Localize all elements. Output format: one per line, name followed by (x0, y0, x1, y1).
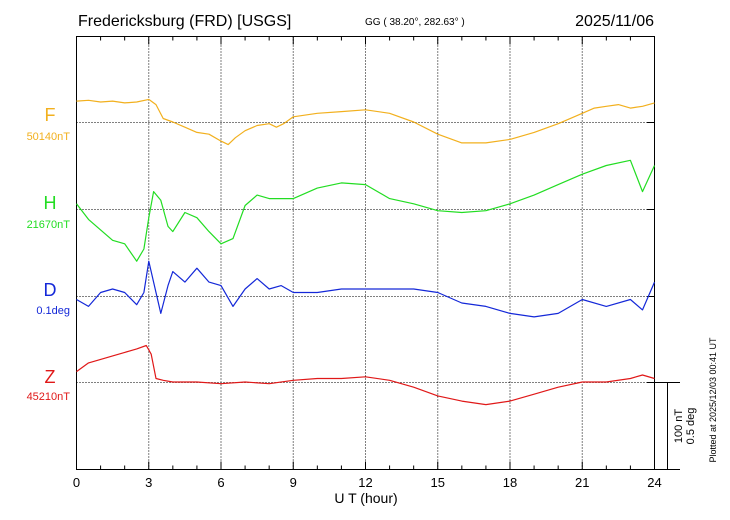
component-label-z: Z (45, 367, 56, 387)
scale-nt-label: 100 nT (673, 409, 685, 444)
axis-ticks (76, 36, 655, 470)
scale-bar: 100 nT 0.5 deg (655, 382, 697, 470)
trace-z (76, 344, 655, 406)
trace-d (76, 260, 656, 318)
plotted-timestamp: Plotted at 2025/12/03 00:41 UT (708, 337, 718, 463)
component-label-d: D (44, 280, 57, 300)
baseline-value-f: 50140nT (27, 131, 71, 143)
baseline-value-z: 45210nT (27, 391, 71, 403)
traces-group (76, 98, 656, 406)
trace-h (76, 159, 656, 262)
trace-f (76, 98, 655, 146)
x-tick-labels: 0 3 6 9 12 15 18 21 24 (73, 475, 662, 490)
grid-lines (76, 36, 655, 470)
x-tick-label: 15 (431, 475, 445, 490)
x-tick-label: 9 (290, 475, 297, 490)
x-tick-label: 0 (73, 475, 80, 490)
x-tick-label: 24 (647, 475, 661, 490)
baseline-value-d: 0.1deg (36, 305, 70, 317)
x-axis-label: U T (hour) (334, 490, 397, 506)
component-labels: F 50140nT H 21670nT D 0.1deg Z 45210nT (27, 105, 71, 403)
x-tick-label: 6 (217, 475, 224, 490)
x-tick-label: 3 (145, 475, 152, 490)
station-coordinates: GG ( 38.20°, 282.63° ) (365, 17, 465, 28)
x-tick-label: 18 (503, 475, 517, 490)
station-title: Fredericksburg (FRD) [USGS] (78, 13, 291, 30)
plot-date: 2025/11/06 (575, 13, 654, 30)
component-label-f: F (45, 105, 56, 125)
x-tick-label: 21 (575, 475, 589, 490)
scale-deg-label: 0.5 deg (685, 408, 697, 445)
x-tick-label: 12 (358, 475, 372, 490)
baseline-value-h: 21670nT (27, 219, 71, 231)
component-label-h: H (44, 193, 57, 213)
